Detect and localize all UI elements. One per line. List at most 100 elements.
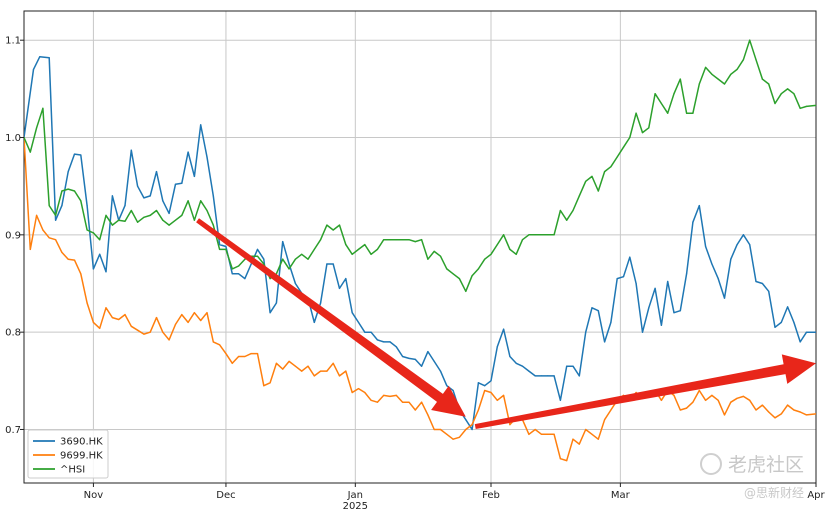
data-point [383,239,385,241]
data-point [692,401,694,403]
data-point [604,341,606,343]
data-point [477,268,479,270]
data-point [660,399,663,401]
data-point [181,214,183,216]
data-point [130,325,132,327]
data-point [313,321,315,323]
data-point [465,419,467,421]
data-point [320,370,322,372]
data-point [421,365,423,367]
data-point [193,175,195,177]
series-line-3690.HK [24,55,816,431]
data-point [143,216,145,218]
data-point [635,112,637,114]
data-point [206,312,208,314]
data-point [155,171,158,173]
watermark-sub-text: @思新财经 [744,485,804,500]
data-point [496,346,498,348]
data-point [118,219,120,221]
data-point [402,239,404,241]
data-point [36,214,38,216]
data-point [307,258,309,260]
data-point [787,306,789,308]
data-point [118,318,120,321]
data-point [515,253,517,255]
data-point [742,395,745,397]
data-point [439,428,442,431]
data-point [414,241,416,243]
data-point [578,195,580,197]
x-tick-label: Jan 2025 [343,490,368,510]
data-point [717,399,719,401]
data-point [629,256,631,258]
data-point [566,365,568,367]
data-point [288,268,290,270]
data-point [187,321,189,323]
data-point [692,221,694,223]
data-point [357,248,360,250]
x-axis: Nov Dec Jan 2025 Feb Mar Apr [84,483,826,510]
data-point [761,78,764,80]
data-point [395,346,397,348]
data-point [761,404,764,406]
data-point [774,417,776,419]
data-point [597,190,599,192]
data-point [200,319,202,322]
data-point [238,355,240,358]
data-point [484,389,486,392]
data-point [433,360,435,362]
data-point [509,355,511,358]
data-point [389,395,391,397]
annotation-arrow [196,218,466,417]
data-point [301,370,303,372]
data-point [29,248,31,250]
data-point [332,362,334,364]
data-point [427,351,429,353]
data-point [124,205,126,207]
data-point [395,239,397,241]
data-point [219,344,221,346]
data-point [67,258,69,260]
data-point [99,327,101,329]
data-point [193,219,195,221]
data-point [61,190,63,192]
data-point [660,324,663,326]
data-point [39,56,41,58]
data-point [509,424,511,426]
y-tick-label: 1.0 [5,133,21,144]
data-point [547,375,549,377]
data-point [36,127,38,129]
data-point [313,248,315,250]
data-point [780,93,782,95]
data-point [723,83,726,85]
data-point [124,314,126,316]
data-point [559,209,562,212]
data-point [92,232,94,234]
data-point [698,389,700,392]
data-point [578,375,580,377]
data-point [490,391,492,394]
data-point [711,73,713,75]
x-tick-label: Nov [84,490,104,501]
data-point [250,263,252,265]
data-point [421,239,423,241]
data-point [351,391,353,394]
data-point [212,195,214,197]
data-point [383,341,385,343]
data-point [200,124,202,126]
data-point [667,112,669,114]
data-point [610,321,612,323]
data-point [105,271,107,273]
data-point [604,419,606,421]
data-point [641,331,644,333]
data-point [187,151,189,153]
data-point [616,278,618,280]
legend-label: 3690.HK [60,437,103,448]
series-line-^HSI [24,39,816,293]
data-point [698,83,700,85]
data-point [780,413,782,415]
data-point [723,297,726,299]
data-point [673,394,675,396]
data-point [496,399,498,401]
data-point [686,407,688,409]
